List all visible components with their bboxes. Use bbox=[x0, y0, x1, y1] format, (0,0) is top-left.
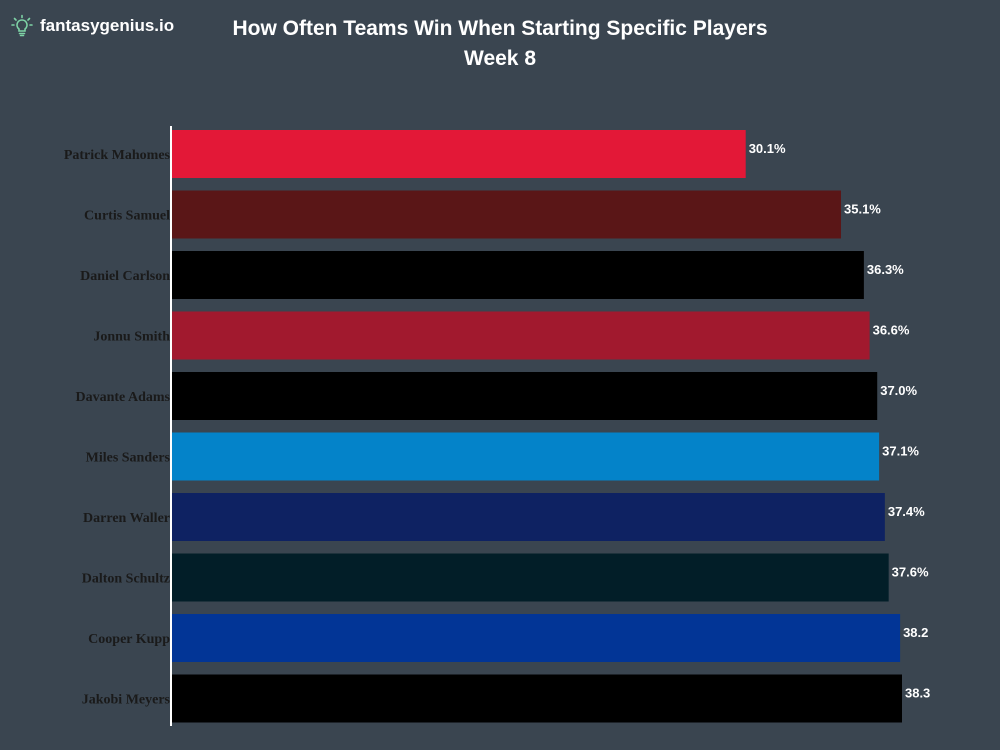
bar bbox=[172, 311, 870, 360]
category-label: Darren Waller bbox=[83, 511, 170, 526]
category-label: Dalton Schultz bbox=[82, 572, 170, 587]
bar bbox=[172, 674, 902, 723]
category-label: Curtis Samuel bbox=[84, 209, 170, 224]
value-label: 37.0% bbox=[880, 383, 917, 398]
lightbulb-icon bbox=[11, 14, 33, 37]
chart-title: How Often Teams Win When Starting Specif… bbox=[232, 17, 768, 40]
plot-right-margin bbox=[934, 100, 1000, 750]
category-label: Cooper Kupp bbox=[88, 632, 170, 647]
chart-title-block: How Often Teams Win When Starting Specif… bbox=[0, 14, 1000, 74]
category-label: Jonnu Smith bbox=[93, 330, 170, 345]
category-label: Jakobi Meyers bbox=[82, 693, 171, 708]
brand-name: fantasygenius.io bbox=[40, 16, 175, 35]
value-label: 38.2 bbox=[903, 625, 928, 640]
bars-group: Patrick Mahomes 30.1% Curtis Samuel 35.1% Da… bbox=[64, 100, 1000, 750]
bar bbox=[172, 251, 864, 299]
category-label: Patrick Mahomes bbox=[64, 148, 171, 163]
value-label: 37.4% bbox=[888, 504, 925, 519]
category-label: Daniel Carlson bbox=[80, 269, 170, 284]
bar bbox=[172, 130, 746, 178]
chart-subtitle: Week 8 bbox=[464, 47, 536, 70]
value-label: 35.1% bbox=[844, 202, 881, 217]
bar bbox=[172, 432, 880, 481]
value-label: 37.1% bbox=[882, 444, 919, 459]
value-label: 30.1% bbox=[749, 141, 786, 156]
value-label: 36.3% bbox=[867, 262, 904, 277]
value-label: 37.6% bbox=[892, 565, 929, 580]
bar bbox=[172, 553, 889, 602]
bar bbox=[172, 372, 878, 420]
value-label: 36.6% bbox=[873, 323, 910, 338]
category-label: Davante Adams bbox=[75, 390, 170, 405]
bar bbox=[172, 493, 885, 541]
value-label: 38.3 bbox=[905, 686, 930, 701]
brand-logo: fantasygenius.io bbox=[10, 14, 174, 38]
category-label: Miles Sanders bbox=[86, 451, 171, 466]
bar bbox=[172, 614, 901, 662]
bar bbox=[172, 190, 842, 239]
